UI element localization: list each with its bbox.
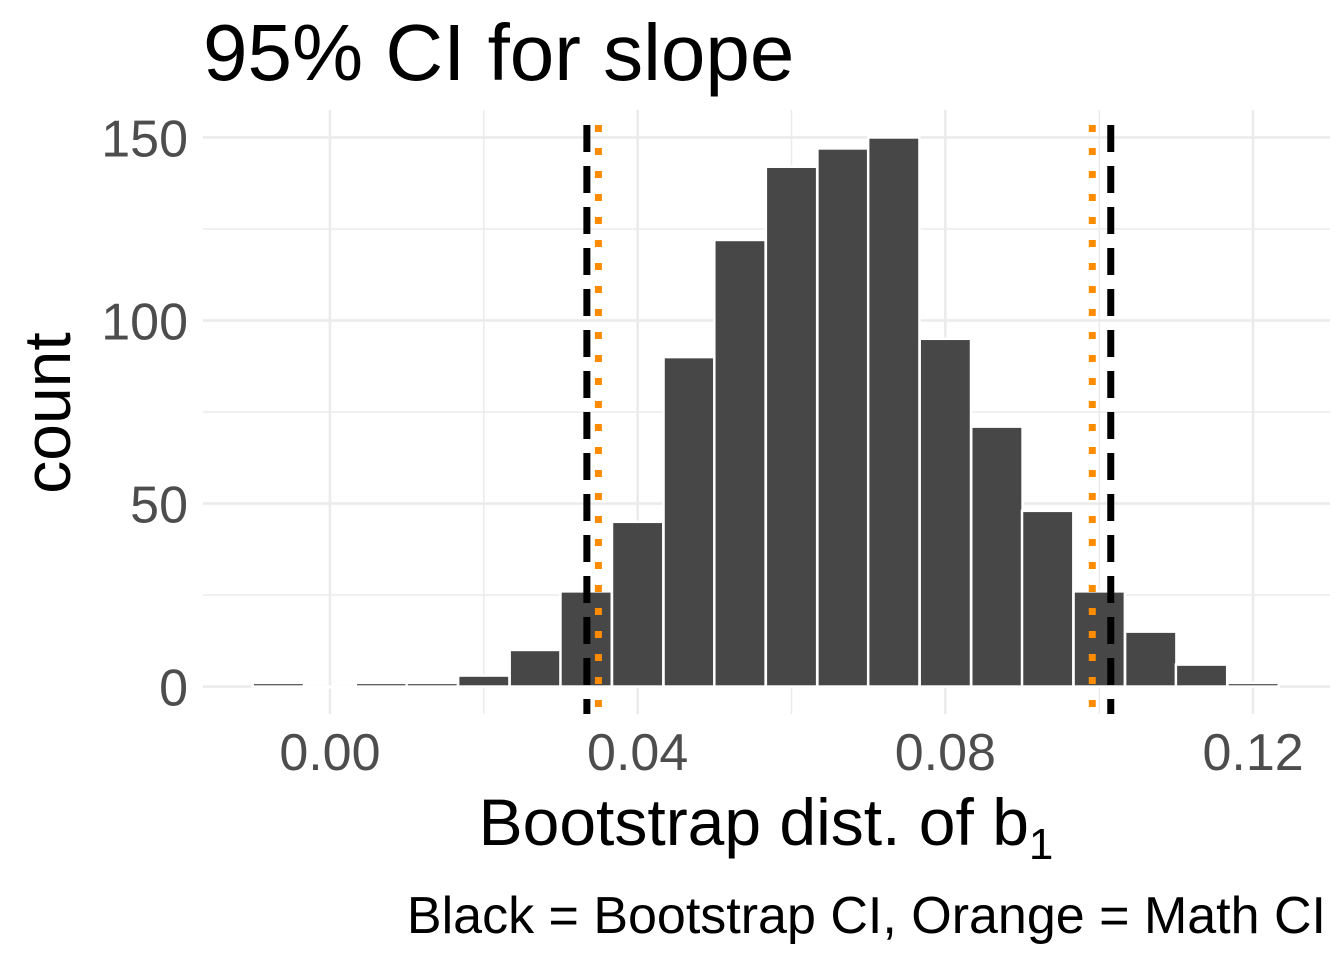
chart-title: 95% CI for slope [203,8,794,97]
x-tick-label: 0.08 [895,724,996,782]
histogram-bar [866,136,921,688]
histogram-bar [918,337,973,688]
histogram-bar [508,648,563,688]
x-axis-title-main: Bootstrap dist. of b [479,785,1029,859]
histogram-bar [1123,630,1178,688]
y-tick-label: 100 [101,293,188,351]
confidence-interval-lines [583,125,1115,714]
histogram-bar [764,165,819,688]
histogram-bar [1020,509,1075,688]
x-axis-title: Bootstrap dist. of b1 [479,785,1054,869]
histogram-bar [251,681,306,688]
x-axis-title-subscript: 1 [1029,820,1053,869]
y-tick-label: 150 [101,110,188,168]
histogram-bar [662,355,717,688]
histogram-bar [969,425,1024,688]
chart-caption: Black = Bootstrap CI, Orange = Math CI [407,887,1326,945]
histogram-bar [456,674,511,688]
histogram-bar [610,520,665,688]
x-tick-label: 0.04 [587,724,688,782]
histogram-bar [713,238,767,688]
histogram-bar [303,685,357,689]
histogram-bar [354,681,409,688]
histogram-bar [405,681,460,688]
histogram-bar [1226,681,1280,688]
x-tick-label: 0.00 [279,724,380,782]
y-axis-tick-labels: 0 50 100 150 [101,110,188,717]
x-tick-label: 0.12 [1202,724,1303,782]
histogram-bar [1072,590,1127,688]
y-tick-label: 50 [130,477,188,535]
histogram-bar [1174,663,1229,688]
histogram-bar [816,147,870,688]
histogram-bars [251,136,1280,689]
y-tick-label: 0 [159,660,188,718]
y-axis-title: count [10,332,84,493]
x-axis-tick-labels: 0.00 0.04 0.08 0.12 [279,724,1303,782]
